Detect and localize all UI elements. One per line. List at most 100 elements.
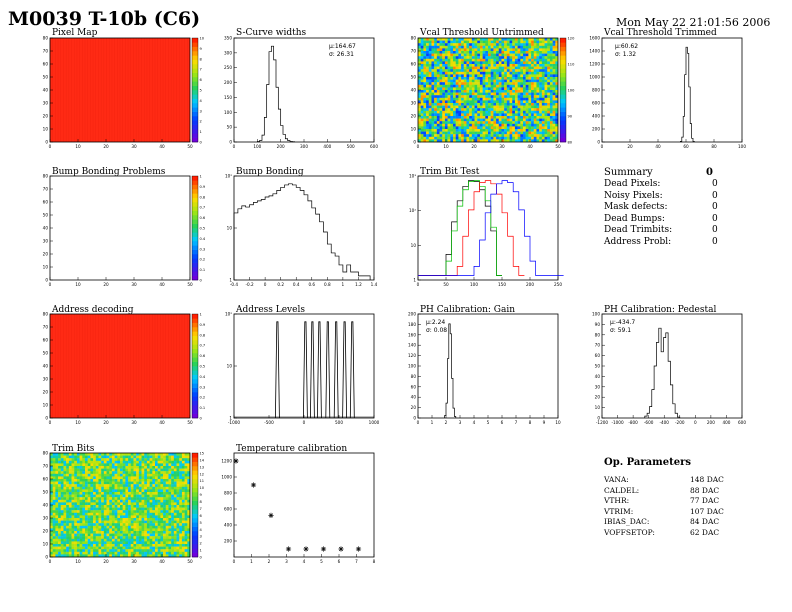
colorbar-cell (192, 322, 198, 328)
heatmap-cell (514, 134, 518, 137)
colorbar-cell (192, 232, 198, 237)
heatmap-cell (523, 110, 526, 114)
heatmap-cell (523, 126, 526, 130)
heatmap-cell (125, 525, 129, 529)
heatmap-cell (501, 95, 505, 98)
heatmap-cell (157, 486, 161, 490)
heatmap-cell (431, 82, 435, 85)
heatmap-cell (463, 123, 467, 127)
heatmap-cell (442, 126, 446, 130)
y-tick-label: 10 (595, 405, 601, 410)
heatmap-cell (176, 528, 180, 532)
heatmap-cell (165, 466, 169, 469)
heatmap-cell (506, 116, 510, 119)
heatmap-cell (130, 497, 134, 500)
heatmap-cell (52, 458, 56, 461)
heatmap-cell (181, 455, 185, 459)
heatmap-cell (479, 103, 483, 106)
heatmap-cell (434, 77, 438, 80)
heatmap-cell (168, 541, 172, 545)
heatmap-cell (85, 486, 88, 490)
heatmap-cell (79, 460, 83, 464)
heatmap-cell (152, 507, 156, 511)
colorbar-cell (192, 189, 198, 194)
heatmap-cell (138, 460, 142, 464)
heatmap-cell (55, 538, 59, 542)
heatmap-cell (420, 90, 424, 93)
heatmap-cell (122, 492, 126, 495)
heatmap-cell (106, 497, 110, 500)
trim-series-red (418, 180, 525, 276)
heatmap-cell (125, 463, 129, 467)
colorbar-cell (192, 197, 198, 203)
heatmap-cell (130, 546, 134, 550)
heatmap-cell (439, 74, 443, 78)
heatmap-cell (163, 458, 166, 461)
heatmap-cell (155, 484, 158, 487)
heatmap-cell (450, 129, 454, 132)
heatmap-cell (479, 48, 483, 52)
heatmap-cell (450, 84, 454, 88)
heatmap-cell (157, 533, 161, 537)
heatmap-cell (520, 43, 524, 46)
heatmap-cell (184, 518, 188, 521)
scatter-point (303, 546, 309, 552)
heatmap-cell (138, 476, 142, 480)
heatmap-cell (466, 66, 470, 70)
heatmap-cell (466, 118, 470, 122)
heatmap-cell (431, 95, 435, 98)
heatmap-cell (474, 66, 478, 70)
heatmap-cell (184, 473, 188, 477)
heatmap-cell (536, 53, 540, 57)
heatmap-cell (455, 139, 459, 143)
heatmap-cell (141, 460, 145, 464)
heatmap-cell (165, 554, 169, 558)
heatmap-cell (477, 92, 481, 96)
heatmap-cell (155, 463, 158, 467)
y-tick-label: 10 (411, 243, 417, 248)
heatmap-cell (98, 505, 102, 508)
heatmap-cell (95, 499, 99, 503)
heatmap-cell (109, 468, 113, 472)
heatmap-cell (544, 108, 548, 111)
heatmap-cell (68, 523, 72, 526)
heatmap-cell (474, 136, 478, 140)
heatmap-cell (144, 523, 148, 526)
heatmap-cell (106, 463, 110, 467)
heatmap-cell (103, 538, 107, 542)
heatmap-cell (179, 468, 183, 472)
heatmap-cell (101, 520, 105, 524)
heatmap-cell (122, 528, 126, 532)
heatmap-cell (461, 118, 464, 122)
heatmap-cell (517, 97, 521, 101)
heatmap-cell (442, 131, 446, 135)
heatmap-cell (455, 66, 459, 70)
heatmap-cell (458, 105, 462, 109)
heatmap-cell (488, 69, 491, 72)
x-tick-label: 80 (711, 144, 717, 149)
heatmap-cell (490, 51, 494, 54)
heatmap-cell (428, 51, 432, 54)
heatmap-cell (144, 476, 148, 480)
heatmap-cell (504, 77, 508, 80)
heatmap-cell (477, 129, 481, 132)
heatmap-cell (525, 64, 529, 67)
heatmap-cell (117, 453, 121, 456)
summary-label: Dead Bumps: (604, 213, 665, 224)
heatmap-cell (66, 468, 70, 472)
heatmap-cell (436, 58, 440, 62)
heatmap-cell (87, 541, 91, 545)
heatmap-cell (58, 471, 61, 474)
heatmap-cell (144, 481, 148, 485)
heatmap-cell (106, 489, 110, 493)
heatmap-cell (181, 502, 185, 506)
heatmap-cell (133, 525, 137, 529)
heatmap-cell (552, 58, 556, 62)
op-param-label: VTHR: (604, 496, 630, 505)
heatmap-cell (506, 110, 510, 114)
heatmap-cell (179, 531, 183, 534)
heatmap-cell (163, 486, 166, 490)
heatmap-cell (58, 463, 61, 467)
heatmap-cell (98, 520, 102, 524)
x-tick-label: 0.6 (308, 282, 315, 287)
